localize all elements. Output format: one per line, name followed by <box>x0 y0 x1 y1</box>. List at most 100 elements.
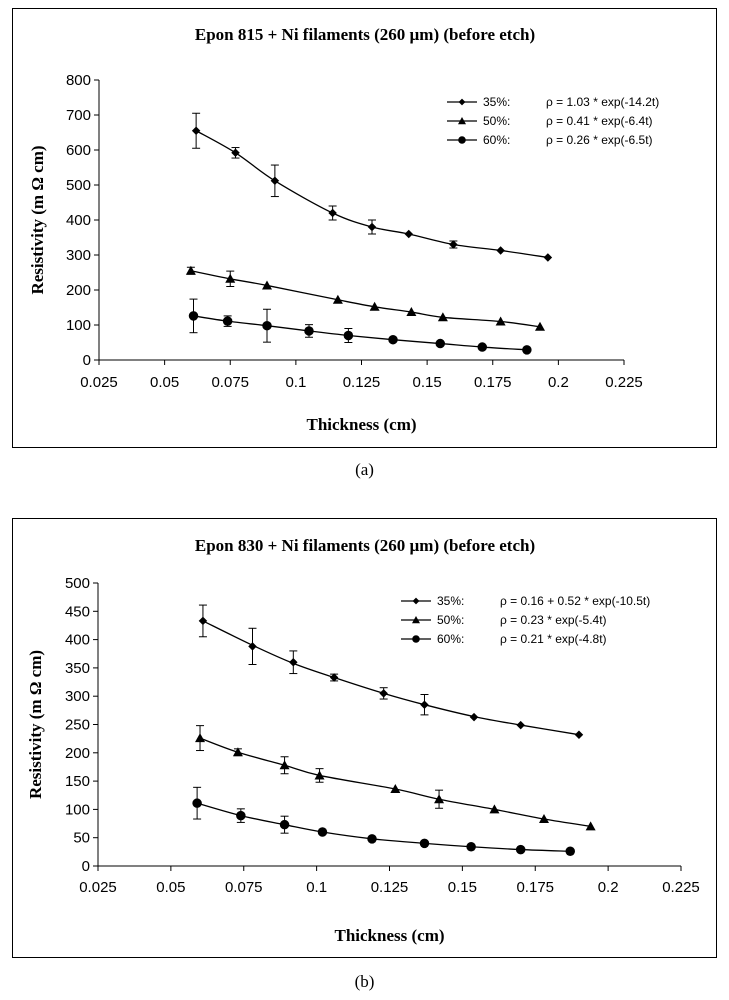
data-point-diamond <box>470 713 479 722</box>
data-point-circle <box>388 335 398 345</box>
data-point-diamond <box>231 149 240 158</box>
series-fit-curve <box>191 271 540 327</box>
caption-b: (b) <box>0 972 729 992</box>
legend-marker-diamond <box>459 99 466 106</box>
data-point-diamond <box>328 209 337 218</box>
x-tick-label: 0.2 <box>598 879 619 896</box>
x-axis-label: Thickness (cm) <box>306 415 416 434</box>
x-tick-label: 0.175 <box>474 374 512 391</box>
data-point-diamond <box>368 223 377 232</box>
data-point-circle <box>478 342 488 352</box>
x-tick-label: 0.075 <box>225 879 263 896</box>
x-tick-label: 0.075 <box>211 374 249 391</box>
data-point-circle <box>367 834 377 844</box>
chart-panel-b: Epon 830 + Ni filaments (260 µm) (before… <box>12 518 717 958</box>
data-point-diamond <box>496 246 505 255</box>
data-point-diamond <box>192 127 201 136</box>
data-point-circle <box>565 847 575 857</box>
y-tick-label: 100 <box>65 801 90 818</box>
legend-label: 60%: <box>437 632 464 646</box>
y-axis-label: Resistivity (m Ω cm) <box>28 145 47 294</box>
series-triangle <box>186 266 545 331</box>
data-point-triangle <box>195 733 205 742</box>
data-point-circle <box>318 827 328 837</box>
chart-panel-a: Epon 815 + Ni filaments (260 µm) (before… <box>12 8 717 448</box>
legend-label: 50%: <box>437 613 464 627</box>
x-tick-label: 0.05 <box>150 374 179 391</box>
x-tick-label: 0.05 <box>156 879 185 896</box>
legend-fit-equation: ρ = 0.41 * exp(-6.4t) <box>546 114 653 128</box>
y-tick-label: 300 <box>66 247 91 264</box>
x-tick-label: 0.025 <box>80 374 118 391</box>
data-point-diamond <box>420 700 429 709</box>
y-tick-label: 500 <box>66 177 91 194</box>
data-point-circle <box>344 331 354 341</box>
x-tick-label: 0.225 <box>605 374 643 391</box>
chart-title: Epon 815 + Ni filaments (260 µm) (before… <box>195 25 535 44</box>
data-point-diamond <box>271 177 280 186</box>
series-fit-curve <box>197 803 570 851</box>
data-point-diamond <box>516 721 525 730</box>
x-tick-label: 0.1 <box>306 879 327 896</box>
y-tick-label: 800 <box>66 72 91 89</box>
x-tick-label: 0.175 <box>516 879 554 896</box>
legend-fit-equation: ρ = 1.03 * exp(-14.2t) <box>546 95 659 109</box>
x-tick-label: 0.125 <box>343 374 381 391</box>
x-tick-label: 0.125 <box>371 879 409 896</box>
y-tick-label: 300 <box>65 688 90 705</box>
y-tick-label: 450 <box>65 603 90 620</box>
series-circle <box>192 787 575 856</box>
y-tick-label: 600 <box>66 142 91 159</box>
legend-label: 35%: <box>483 95 510 109</box>
chart-b-svg: Epon 830 + Ni filaments (260 µm) (before… <box>13 519 718 959</box>
chart-a-svg: Epon 815 + Ni filaments (260 µm) (before… <box>13 9 718 449</box>
legend-fit-equation: ρ = 0.26 * exp(-6.5t) <box>546 133 653 147</box>
y-tick-label: 0 <box>83 352 91 369</box>
y-tick-label: 250 <box>65 717 90 734</box>
data-point-circle <box>262 321 272 331</box>
data-point-circle <box>522 345 532 355</box>
legend-label: 50%: <box>483 114 510 128</box>
y-tick-label: 150 <box>65 773 90 790</box>
data-point-diamond <box>575 730 584 739</box>
data-point-diamond <box>544 253 553 262</box>
data-point-diamond <box>199 617 208 626</box>
legend-fit-equation: ρ = 0.16 + 0.52 * exp(-10.5t) <box>500 594 650 608</box>
legend-label: 35%: <box>437 594 464 608</box>
series-triangle <box>195 726 596 831</box>
y-tick-label: 350 <box>65 660 90 677</box>
x-tick-label: 0.025 <box>79 879 117 896</box>
data-point-circle <box>420 839 430 849</box>
series-fit-curve <box>194 316 527 350</box>
series-fit-curve <box>196 131 548 258</box>
y-axis-label: Resistivity (m Ω cm) <box>26 650 45 799</box>
chart-title: Epon 830 + Ni filaments (260 µm) (before… <box>195 536 535 555</box>
y-tick-label: 100 <box>66 317 91 334</box>
data-point-circle <box>516 845 526 855</box>
data-point-circle <box>466 842 476 852</box>
x-tick-label: 0.1 <box>285 374 306 391</box>
y-tick-label: 500 <box>65 575 90 592</box>
legend-marker-circle <box>458 136 466 144</box>
legend-fit-equation: ρ = 0.23 * exp(-5.4t) <box>500 613 607 627</box>
x-tick-label: 0.225 <box>662 879 700 896</box>
legend-marker-circle <box>412 635 420 643</box>
data-point-circle <box>280 820 290 830</box>
x-axis-label: Thickness (cm) <box>334 926 444 945</box>
y-tick-label: 200 <box>66 282 91 299</box>
x-tick-label: 0.2 <box>548 374 569 391</box>
y-tick-label: 200 <box>65 745 90 762</box>
legend-label: 60%: <box>483 133 510 147</box>
data-point-circle <box>189 311 199 321</box>
data-point-diamond <box>405 230 414 239</box>
legend-marker-diamond <box>413 598 420 605</box>
y-tick-label: 50 <box>73 830 90 847</box>
caption-a: (a) <box>0 460 729 480</box>
data-point-diamond <box>379 689 388 698</box>
legend-fit-equation: ρ = 0.21 * exp(-4.8t) <box>500 632 607 646</box>
data-point-diamond <box>449 240 458 249</box>
y-tick-label: 700 <box>66 107 91 124</box>
series-fit-curve <box>200 738 591 826</box>
series-circle <box>189 299 532 355</box>
data-point-circle <box>236 811 246 821</box>
